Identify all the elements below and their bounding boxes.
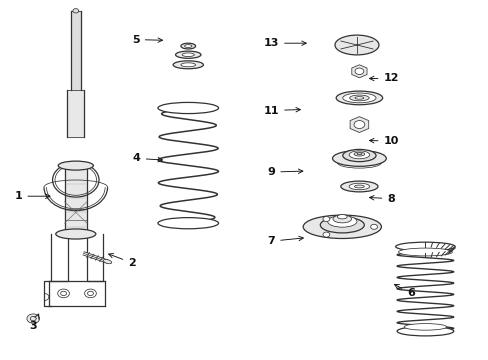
Ellipse shape xyxy=(354,97,363,99)
Text: 11: 11 xyxy=(263,105,300,116)
Ellipse shape xyxy=(356,153,361,154)
Ellipse shape xyxy=(303,215,381,239)
Ellipse shape xyxy=(181,63,195,67)
Polygon shape xyxy=(349,117,368,132)
Text: 1: 1 xyxy=(15,191,50,201)
Ellipse shape xyxy=(348,151,369,159)
Ellipse shape xyxy=(342,149,375,162)
Text: 13: 13 xyxy=(263,38,305,48)
Ellipse shape xyxy=(56,229,96,239)
Ellipse shape xyxy=(320,217,364,233)
Ellipse shape xyxy=(403,324,446,330)
Circle shape xyxy=(353,121,364,129)
Ellipse shape xyxy=(337,215,346,219)
Circle shape xyxy=(354,68,363,75)
Ellipse shape xyxy=(353,152,364,156)
Ellipse shape xyxy=(175,51,201,58)
Polygon shape xyxy=(351,65,366,78)
Ellipse shape xyxy=(395,242,454,251)
Ellipse shape xyxy=(396,327,453,336)
Ellipse shape xyxy=(173,61,203,69)
Ellipse shape xyxy=(348,183,369,190)
Ellipse shape xyxy=(158,217,218,229)
Ellipse shape xyxy=(182,53,194,57)
Ellipse shape xyxy=(327,216,356,227)
Ellipse shape xyxy=(342,93,375,103)
Ellipse shape xyxy=(332,150,386,166)
Text: 3: 3 xyxy=(29,314,39,331)
Text: 2: 2 xyxy=(108,253,136,268)
Ellipse shape xyxy=(184,45,192,48)
Text: 7: 7 xyxy=(267,236,303,246)
Circle shape xyxy=(73,9,79,13)
Ellipse shape xyxy=(332,215,351,223)
Ellipse shape xyxy=(181,43,195,49)
Text: 5: 5 xyxy=(132,35,162,45)
Text: 12: 12 xyxy=(369,73,398,84)
Ellipse shape xyxy=(354,185,364,188)
Ellipse shape xyxy=(334,35,378,55)
Text: 4: 4 xyxy=(133,153,162,163)
Circle shape xyxy=(370,224,377,229)
Ellipse shape xyxy=(158,102,218,114)
Circle shape xyxy=(322,232,329,237)
Ellipse shape xyxy=(58,161,93,170)
Ellipse shape xyxy=(336,91,382,105)
Text: 6: 6 xyxy=(394,284,414,298)
Ellipse shape xyxy=(340,181,377,192)
Circle shape xyxy=(27,314,40,323)
Ellipse shape xyxy=(398,248,451,256)
Circle shape xyxy=(322,216,329,221)
Ellipse shape xyxy=(349,95,368,101)
Text: 9: 9 xyxy=(267,167,302,177)
Ellipse shape xyxy=(103,260,111,264)
Text: 8: 8 xyxy=(369,194,394,204)
Text: 10: 10 xyxy=(369,136,398,146)
